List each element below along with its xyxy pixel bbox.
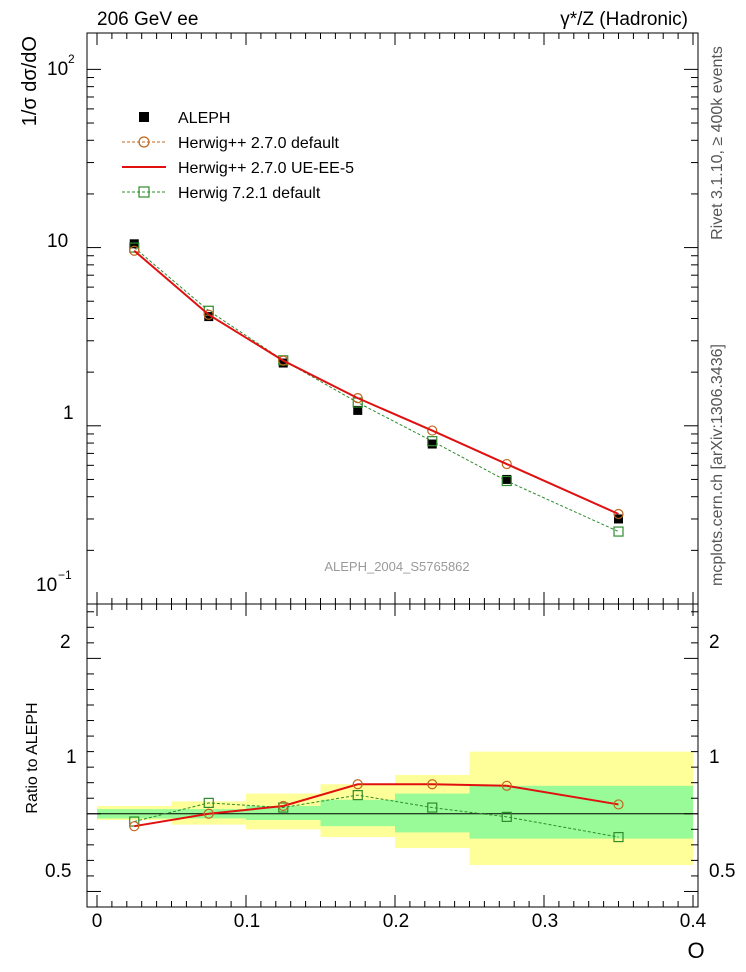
ratio-marker-herwig-default <box>427 779 438 790</box>
marker-aleph <box>353 405 363 415</box>
marker-aleph <box>427 439 437 449</box>
main-y-axis-label: 1/σ dσ/dO <box>19 36 41 126</box>
marker-aleph <box>129 239 139 249</box>
legend-marker-aleph <box>139 112 149 122</box>
line-herwig7 <box>133 247 619 533</box>
marker-herwig7 <box>613 526 624 537</box>
ratio-band-inner <box>544 785 693 839</box>
side-label-rivet: Rivet 3.1.10, ≥ 400k events <box>709 46 726 240</box>
marker-herwig-default <box>501 458 512 470</box>
ratio-line-herwig-ueee5 <box>134 783 619 828</box>
legend-entry-herwig-default: Herwig++ 2.7.0 default <box>122 135 340 152</box>
legend-entry-aleph: ALEPH <box>139 110 230 127</box>
ratio-y-tick-label-1-left: 1 <box>66 747 77 768</box>
line-herwig-ueee5 <box>133 249 619 515</box>
marker-herwig7 <box>501 475 512 487</box>
analysis-watermark: ALEPH_2004_S5765862 <box>324 559 469 574</box>
ratio-marker-herwig-default <box>278 800 289 812</box>
main-y-tick-label-1: 1 <box>63 403 74 424</box>
svg-text:−1: −1 <box>58 568 72 582</box>
main-series-layer <box>129 239 624 537</box>
main-y-tick-label-100: 10 2 <box>47 52 75 80</box>
legend: ALEPH Herwig++ 2.7.0 default Herwig++ 2.… <box>122 110 354 202</box>
svg-text:2: 2 <box>68 52 75 66</box>
legend-label-herwig-default: Herwig++ 2.7.0 default <box>178 135 340 152</box>
marker-aleph <box>204 312 214 322</box>
ratio-marker-herwig-default <box>352 779 363 790</box>
marker-herwig-default <box>613 508 624 520</box>
ratio-series-layer <box>129 779 624 843</box>
legend-entry-herwig7: Herwig 7.2.1 default <box>122 185 321 202</box>
svg-text:10: 10 <box>47 59 68 80</box>
ratio-marker-herwig7 <box>427 802 438 813</box>
ratio-marker-herwig7 <box>613 831 624 843</box>
ratio-y-tick-label-2-right: 2 <box>709 632 720 653</box>
ratio-band-inner <box>395 793 470 833</box>
legend-label-herwig-ueee5: Herwig++ 2.7.0 UE-EE-5 <box>178 160 354 177</box>
marker-aleph <box>278 358 288 368</box>
main-y-tick-label-10: 10 <box>47 231 68 252</box>
marker-herwig7 <box>129 242 140 253</box>
ratio-axis-ticks <box>87 604 698 908</box>
ratio-marker-herwig7 <box>352 790 363 801</box>
side-label-mcplots: mcplots.cern.ch [arXiv:1306.3436] <box>709 344 726 586</box>
x-tick-label-0.1: 0.1 <box>234 911 260 932</box>
marker-herwig-default <box>427 425 438 436</box>
x-tick-label-0.2: 0.2 <box>383 911 409 932</box>
marker-herwig-default <box>129 245 140 256</box>
ratio-marker-herwig7 <box>501 811 512 822</box>
ratio-y-tick-label-2-left: 2 <box>60 632 71 653</box>
x-tick-label-0.4: 0.4 <box>680 911 707 932</box>
ratio-marker-herwig7 <box>203 797 214 808</box>
marker-aleph <box>502 474 512 484</box>
svg-text:10: 10 <box>36 575 57 596</box>
ratio-y-axis-label: Ratio to ALEPH <box>24 702 41 813</box>
legend-entry-herwig-ueee5: Herwig++ 2.7.0 UE-EE-5 <box>122 160 354 177</box>
marker-herwig7 <box>427 436 438 447</box>
ratio-line-herwig7 <box>134 794 619 838</box>
ratio-band-inner <box>320 799 395 827</box>
marker-herwig-default <box>352 393 363 404</box>
ratio-uncertainty-bands <box>97 751 693 866</box>
marker-herwig-default <box>278 355 289 366</box>
ratio-marker-herwig-default <box>129 821 140 832</box>
ratio-y-tick-label-0.5-right: 0.5 <box>709 861 735 882</box>
legend-label-aleph: ALEPH <box>178 110 230 127</box>
main-y-tick-label-0.1: 10 −1 <box>36 568 72 596</box>
ratio-y-tick-label-1-right: 1 <box>709 747 720 768</box>
x-axis-label: O <box>687 938 704 963</box>
ratio-band-inner <box>246 806 321 820</box>
line-herwig-default <box>133 250 619 515</box>
ratio-y-tick-label-0.5-left: 0.5 <box>45 861 71 882</box>
x-tick-label-0: 0 <box>92 911 103 932</box>
legend-label-herwig7: Herwig 7.2.1 default <box>178 185 321 202</box>
header-left: 206 GeV ee <box>97 9 198 30</box>
marker-herwig-default <box>203 309 214 320</box>
legend-marker-herwig7 <box>138 186 150 198</box>
ratio-marker-herwig-default <box>501 780 512 791</box>
ratio-marker-herwig-default <box>613 799 624 810</box>
legend-marker-herwig-default <box>138 136 150 148</box>
x-tick-label-0.3: 0.3 <box>532 911 558 932</box>
header-right: γ*/Z (Hadronic) <box>560 9 688 30</box>
ratio-panel-frame <box>86 603 699 908</box>
ratio-marker-herwig-default <box>203 808 214 819</box>
